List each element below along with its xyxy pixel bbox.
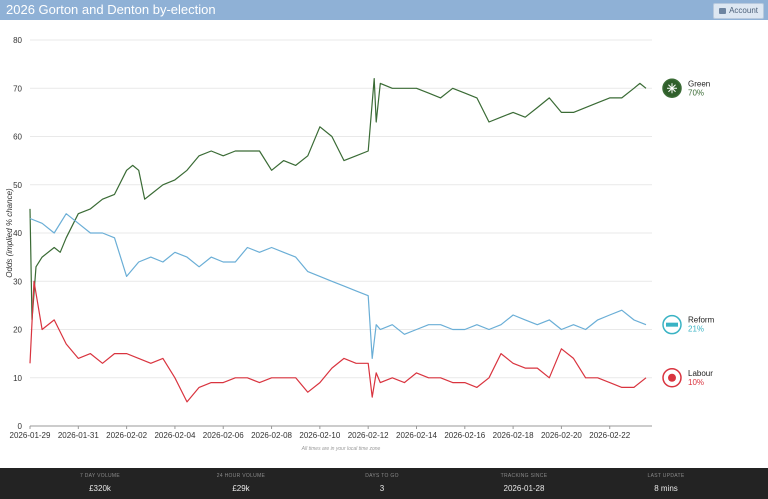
candidate-name-green: Green	[688, 79, 710, 88]
x-tick-label: 2026-02-18	[493, 431, 534, 440]
x-tick-label: 2026-02-06	[203, 431, 244, 440]
stat-label: 24 HOUR VOLUME	[216, 473, 266, 479]
odds-chart-svg: 0 10 20 30 40 50 60 70 80 2026-01-29 2026-01-31 202…	[5, 36, 715, 452]
x-tick-label: 2026-02-16	[444, 431, 485, 440]
green-logo-petal	[668, 84, 673, 89]
x-tick-label: 2026-02-04	[154, 431, 195, 440]
stat-value: 3	[379, 484, 385, 493]
account-button-label: Account	[729, 6, 758, 15]
account-icon	[719, 8, 727, 14]
x-tick-label: 2026-01-29	[10, 431, 51, 440]
x-tick-label: 2026-01-31	[58, 431, 99, 440]
stat-last-update: LAST UPDATE 8 mins	[606, 473, 726, 495]
x-tick-label: 2026-02-10	[299, 431, 340, 440]
stat-tracking-since: TRACKING SINCE 2026-01-28	[464, 473, 584, 495]
stat-days-to-go: DAYS TO GO 3	[322, 473, 442, 495]
x-tick-label: 2026-02-20	[541, 431, 582, 440]
green-logo-petal	[668, 87, 673, 93]
y-tick-label: 10	[13, 374, 22, 383]
labour-rose-petal	[668, 373, 676, 382]
stat-24-hour-volume: 24 HOUR VOLUME £29k	[181, 473, 301, 495]
green-logo-petal	[671, 87, 676, 93]
series-line-green	[29, 78, 647, 321]
y-tick-label: 50	[13, 181, 22, 190]
top-bar: 2026 Gorton and Denton by-election Accou…	[0, 0, 768, 20]
stat-7-day-volume: 7 DAY VOLUME £320k	[40, 473, 160, 495]
x-tick-label: 2026-02-22	[589, 431, 630, 440]
y-tick-label: 60	[13, 133, 22, 142]
stat-value: 8 mins	[654, 484, 678, 493]
stat-label: TRACKING SINCE	[500, 473, 548, 479]
candidate-name-reform: Reform	[688, 316, 715, 325]
candidate-percent-labour: 10%	[688, 378, 704, 387]
y-tick-label: 80	[13, 36, 22, 45]
candidate-name-labour: Labour	[688, 369, 713, 378]
stat-label: DAYS TO GO	[365, 473, 399, 479]
odds-chart: 0 10 20 30 40 50 60 70 80 2026-01-29 2026-01-31 202…	[0, 20, 768, 468]
y-axis-label: Odds (implied % chance)	[5, 188, 14, 278]
green-logo-petal	[671, 84, 676, 89]
stats-footer: 7 DAY VOLUME £320k 24 HOUR VOLUME £29k D…	[0, 468, 768, 499]
y-tick-label: 70	[13, 84, 22, 93]
y-tick-label: 30	[13, 277, 22, 286]
y-tick-label: 0	[18, 422, 23, 431]
stat-value: 2026-01-28	[503, 484, 545, 493]
candidate-percent-reform: 21%	[688, 325, 704, 334]
stat-label: 7 DAY VOLUME	[79, 473, 121, 479]
series-line-reform	[29, 213, 647, 359]
stat-value: £29k	[232, 484, 250, 493]
stat-value: £320k	[89, 484, 111, 493]
y-tick-label: 20	[13, 326, 22, 335]
page-title: 2026 Gorton and Denton by-election	[6, 2, 216, 17]
stat-label: LAST UPDATE	[647, 473, 685, 479]
series-line-labour	[29, 280, 647, 403]
x-tick-label: 2026-02-02	[106, 431, 147, 440]
x-tick-label: 2026-02-14	[396, 431, 437, 440]
x-tick-label: 2026-02-08	[251, 431, 292, 440]
y-tick-label: 40	[13, 229, 22, 238]
account-button[interactable]: Account	[713, 3, 764, 19]
x-tick-label: 2026-02-12	[348, 431, 389, 440]
timezone-note: All times are in your local time zone	[301, 446, 381, 452]
candidate-percent-green: 70%	[688, 88, 704, 97]
reform-logo-bar	[666, 322, 678, 327]
